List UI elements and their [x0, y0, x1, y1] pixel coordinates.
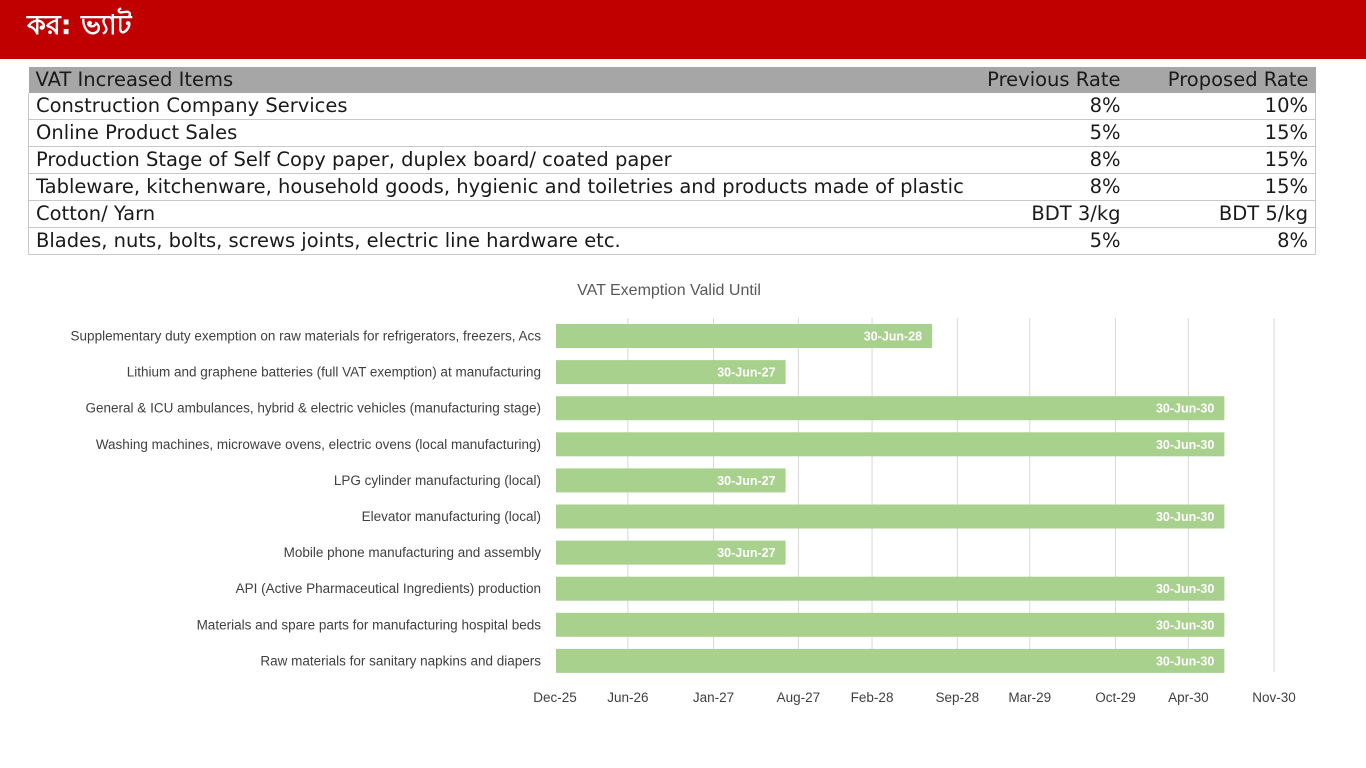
x-tick-label: Dec-25 [533, 690, 577, 705]
bar [556, 360, 786, 385]
item-cell: Tableware, kitchenware, household goods,… [28, 173, 979, 201]
proposed-rate-cell: 10% [1127, 93, 1316, 120]
bar-data-label: 30-Jun-30 [1156, 654, 1214, 668]
bar-data-label: 30-Jun-28 [864, 330, 922, 344]
item-cell: Online Product Sales [28, 119, 979, 147]
vat-increase-table: VAT Increased Items Previous Rate Propos… [28, 67, 1316, 255]
table-row: Production Stage of Self Copy paper, dup… [28, 146, 1316, 174]
column-header-proposed-rate: Proposed Rate [1167, 68, 1309, 91]
previous-rate-cell: 5% [978, 227, 1128, 255]
page-title: কর: ভ্যাট [27, 10, 132, 41]
table-row: Blades, nuts, bolts, screws joints, elec… [28, 227, 1316, 255]
category-label: Elevator manufacturing (local) [362, 509, 541, 524]
category-label: Raw materials for sanitary napkins and d… [260, 653, 541, 668]
bar-data-label: 30-Jun-30 [1156, 618, 1214, 632]
category-labels: Supplementary duty exemption on raw mate… [71, 329, 542, 669]
bar-data-label: 30-Jun-27 [717, 366, 775, 380]
x-tick-label: Aug-27 [777, 690, 821, 705]
table-row: Tableware, kitchenware, household goods,… [28, 173, 1316, 201]
x-tick-label: Mar-29 [1008, 690, 1051, 705]
previous-rate-cell: 8% [978, 93, 1128, 120]
bar [556, 504, 1225, 529]
bar [556, 396, 1225, 421]
proposed-rate-cell: 8% [1127, 227, 1316, 255]
bar-data-label: 30-Jun-30 [1156, 402, 1214, 416]
table-row: Online Product Sales 5% 15% [28, 119, 1316, 147]
item-cell: Cotton/ Yarn [28, 200, 979, 228]
bars: 30-Jun-28 30-Jun-27 30-Jun-30 30-Jun-30 30-J… [556, 324, 1225, 673]
proposed-rate-cell: 15% [1127, 173, 1316, 201]
x-axis-ticks: Dec-25 Jun-26 Jan-27 Aug-27 Feb-28 Sep-28 Mar-… [533, 690, 1296, 705]
bar [556, 612, 1225, 637]
column-header-previous-rate: Previous Rate [987, 68, 1121, 91]
bar-data-label: 30-Jun-30 [1156, 510, 1214, 524]
category-label: Supplementary duty exemption on raw mate… [71, 329, 542, 344]
category-label: API (Active Pharmaceutical Ingredients) … [236, 581, 541, 596]
table-header-row: VAT Increased Items Previous Rate Propos… [28, 67, 1316, 93]
category-label: General & ICU ambulances, hybrid & elect… [86, 401, 541, 416]
item-cell: Blades, nuts, bolts, screws joints, elec… [28, 227, 979, 255]
proposed-rate-cell: BDT 5/kg [1127, 200, 1316, 228]
category-label: LPG cylinder manufacturing (local) [334, 473, 541, 488]
proposed-rate-cell: 15% [1127, 146, 1316, 174]
category-label: Washing machines, microwave ovens, elect… [96, 437, 541, 452]
table-row: Construction Company Services 8% 10% [28, 93, 1316, 120]
bar [556, 648, 1225, 673]
title-bar: কর: ভ্যাট [0, 0, 1366, 59]
bar-data-label: 30-Jun-30 [1156, 582, 1214, 596]
category-label: Mobile phone manufacturing and assembly [284, 545, 542, 560]
bar [556, 468, 786, 493]
item-cell: Construction Company Services [28, 93, 979, 120]
x-tick-label: Feb-28 [851, 690, 894, 705]
previous-rate-cell: BDT 3/kg [978, 200, 1128, 228]
bar-data-label: 30-Jun-27 [717, 474, 775, 488]
bar [556, 324, 933, 348]
table-row: Cotton/ Yarn BDT 3/kg BDT 5/kg [28, 200, 1316, 228]
bar [556, 576, 1225, 601]
previous-rate-cell: 8% [978, 146, 1128, 174]
item-cell: Production Stage of Self Copy paper, dup… [28, 146, 979, 174]
chart-title: VAT Exemption Valid Until [577, 282, 761, 299]
previous-rate-cell: 8% [978, 173, 1128, 201]
x-tick-label: Oct-29 [1095, 690, 1136, 705]
x-tick-label: Nov-30 [1252, 690, 1296, 705]
bar [556, 540, 786, 565]
bar-data-label: 30-Jun-30 [1156, 438, 1214, 452]
proposed-rate-cell: 15% [1127, 119, 1316, 147]
previous-rate-cell: 5% [978, 119, 1128, 147]
category-label: Materials and spare parts for manufactur… [197, 617, 542, 632]
category-label: Lithium and graphene batteries (full VAT… [127, 365, 541, 380]
bar-data-label: 30-Jun-27 [717, 546, 775, 560]
column-header-items: VAT Increased Items [35, 68, 234, 91]
x-tick-label: Sep-28 [936, 690, 980, 705]
bar [556, 432, 1225, 457]
vat-exemption-chart: VAT Exemption Valid Until 30-Jun-2830-Ju… [71, 282, 1296, 705]
x-tick-label: Apr-30 [1168, 690, 1209, 705]
x-tick-label: Jun-26 [607, 690, 648, 705]
x-tick-label: Jan-27 [693, 690, 734, 705]
